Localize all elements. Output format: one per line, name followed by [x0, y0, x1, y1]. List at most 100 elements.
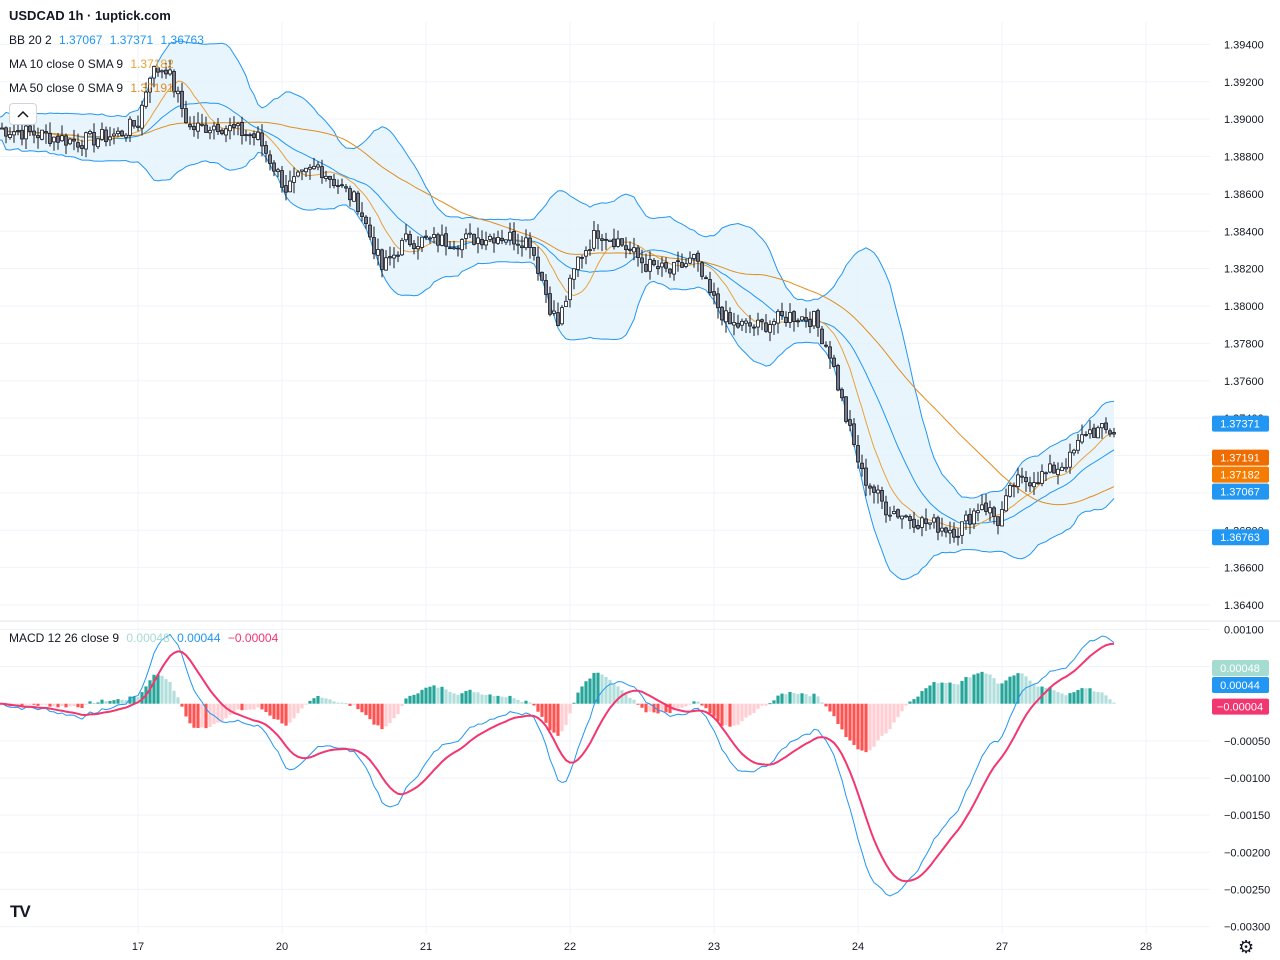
- macd-hist-bar: [260, 703, 264, 710]
- candle-body: [252, 133, 256, 138]
- candle-body: [104, 129, 108, 142]
- candle-body: [604, 238, 608, 241]
- candle-body: [1036, 482, 1040, 485]
- macd-hist-bar: [1036, 686, 1040, 704]
- macd-hist-bar: [1100, 692, 1104, 704]
- legend-macd[interactable]: MACD 12 26 close 9 0.00048 0.00044 −0.00…: [9, 630, 282, 646]
- macd-hist-bar: [284, 703, 288, 726]
- candle-body: [256, 131, 260, 140]
- macd-hist-bar: [668, 703, 672, 714]
- macd-hist-bar: [1056, 692, 1060, 704]
- legend-macd-label: MACD 12 26 close 9: [9, 631, 120, 645]
- candle-body: [276, 169, 280, 173]
- macd-hist-bar: [16, 703, 20, 706]
- candle-body: [612, 238, 616, 248]
- legend-bb[interactable]: BB 20 2 1.37067 1.37371 1.36763: [9, 32, 208, 48]
- macd-hist-bar: [1068, 693, 1072, 704]
- macd-hist-bar: [444, 689, 448, 704]
- macd-hist-bar: [476, 692, 480, 704]
- candle-body: [196, 122, 200, 132]
- time-axis[interactable]: 17 20 21 22 23 24 27 28: [132, 941, 1152, 953]
- candle-body: [628, 248, 632, 251]
- macd-hist-bar: [56, 703, 60, 708]
- macd-hist-bar: [864, 703, 868, 753]
- macd-lines: [0, 633, 1115, 897]
- candle-body: [340, 184, 344, 187]
- macd-hist-bar: [248, 703, 252, 710]
- time-tick-label: 22: [564, 941, 576, 953]
- candle-body: [836, 365, 840, 391]
- candle-body: [636, 247, 640, 258]
- macd-hist-bar: [1084, 688, 1088, 704]
- candle-body: [300, 169, 304, 172]
- macd-hist-bar: [344, 703, 348, 705]
- candle-body: [416, 246, 420, 250]
- ma10-line: [0, 80, 1115, 529]
- candle-body: [768, 324, 772, 333]
- macd-hist-bar: [524, 700, 528, 704]
- candle-body: [692, 254, 696, 259]
- collapse-legend-button[interactable]: [9, 103, 37, 125]
- candle-body: [228, 125, 232, 132]
- candle-body: [792, 311, 796, 322]
- macd-hist-bar: [784, 694, 788, 704]
- macd-hist-bar: [440, 686, 444, 704]
- macd-hist-bar: [20, 703, 24, 707]
- macd-hist-bar: [824, 703, 828, 707]
- macd-hist-bar: [644, 703, 648, 713]
- macd-hist-bar: [892, 703, 896, 723]
- candle-body: [1044, 472, 1048, 475]
- macd-hist-bar: [984, 673, 988, 704]
- macd-hist-bar: [748, 703, 752, 716]
- macd-hist-bar: [212, 703, 216, 725]
- macd-hist-bar: [392, 703, 396, 719]
- candle-body: [152, 66, 156, 79]
- legend-ma50[interactable]: MA 50 close 0 SMA 9 1.37191: [9, 80, 178, 96]
- macd-hist-bar: [316, 695, 320, 704]
- macd-hist-bar: [452, 693, 456, 704]
- candle-body: [924, 518, 928, 524]
- macd-hist-bar: [304, 703, 308, 705]
- candle-body: [580, 257, 584, 259]
- bb-basis-line: [0, 102, 1115, 525]
- macd-hist-bar: [852, 703, 856, 745]
- macd-hist-bar: [772, 700, 776, 704]
- macd-hist-bar: [156, 674, 160, 704]
- macd-hist-bar: [140, 692, 144, 704]
- macd-hist-bar: [1072, 692, 1076, 704]
- candle-body: [136, 125, 140, 128]
- tradingview-logo[interactable]: TV: [10, 902, 31, 921]
- candle-body: [584, 250, 588, 257]
- bb-upper-line: [0, 40, 1115, 499]
- macd-hist-bar: [1096, 692, 1100, 704]
- candle-body: [480, 239, 484, 246]
- gear-icon[interactable]: ⚙: [1238, 937, 1255, 957]
- candle-body: [1092, 427, 1096, 438]
- macd-hist-bar: [1060, 693, 1064, 704]
- candle-body: [36, 135, 40, 139]
- candle-body: [180, 90, 184, 109]
- macd-hist-bar: [244, 703, 248, 711]
- candle-body: [0, 127, 4, 130]
- candle-body: [948, 529, 952, 534]
- macd-hist-bar: [724, 703, 728, 726]
- price-axis[interactable]: 1.39400 1.39200 1.39000 1.38800 1.38600 1.384…: [1224, 39, 1264, 612]
- legend-ma10[interactable]: MA 10 close 0 SMA 9 1.37182: [9, 56, 178, 72]
- candle-body: [804, 317, 808, 322]
- macd-hist-bar: [112, 700, 116, 704]
- candle-body: [516, 243, 520, 246]
- macd-tick-label: −0.00050: [1224, 736, 1270, 748]
- candle-body: [848, 419, 852, 426]
- macd-hist-bar: [516, 699, 520, 704]
- candle-body: [720, 306, 724, 321]
- candle-body: [528, 237, 532, 249]
- macd-hist-bar: [604, 677, 608, 704]
- macd-hist-bar: [288, 703, 292, 723]
- macd-hist-bar: [580, 686, 584, 704]
- candle-body: [268, 154, 272, 164]
- macd-hist-bar: [860, 703, 864, 751]
- candle-body: [728, 312, 732, 325]
- macd-hist-bar: [660, 703, 664, 713]
- bb-fill: [0, 41, 1114, 580]
